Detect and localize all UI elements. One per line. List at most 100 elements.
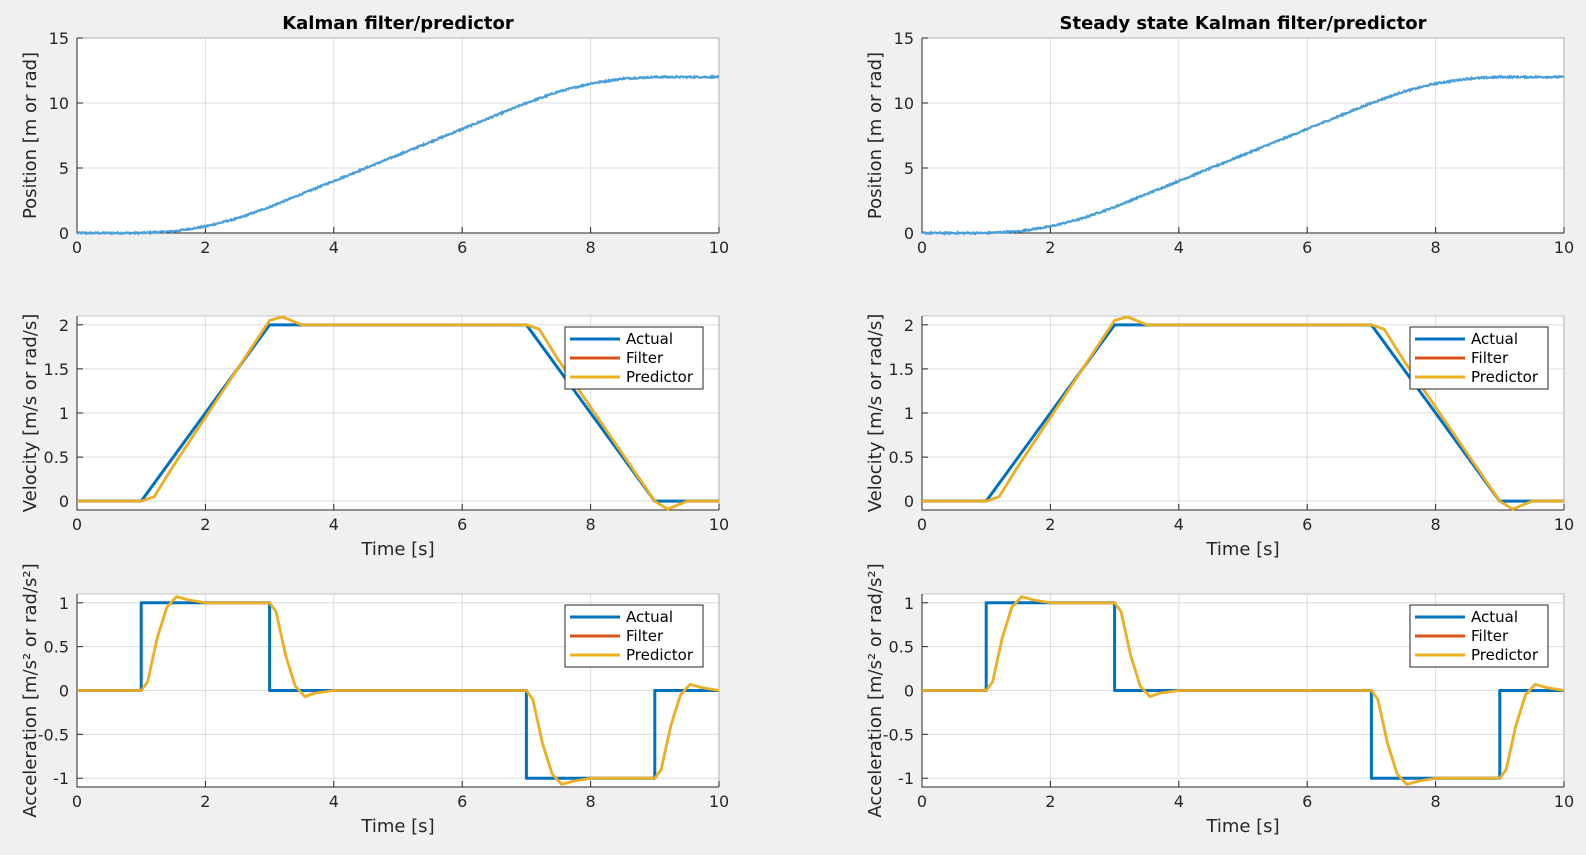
- vel-right-predictor-series: [922, 315, 1564, 511]
- acc-right-x-axis-label: Time [s]: [1205, 816, 1279, 837]
- acc-right-legend-label-predictor: Predictor: [1471, 646, 1539, 664]
- pos-right-axes-box: [922, 37, 1565, 233]
- pos-left-y-tick-label: 0: [59, 224, 69, 243]
- acc-left-x-tick-label: 2: [200, 792, 210, 811]
- pos-left-x-tick-label: 8: [586, 238, 596, 257]
- acc-left-legend-label-predictor: Predictor: [626, 646, 694, 664]
- pos-left-x-tick-label: 10: [709, 238, 729, 257]
- acc-right-x-tick-label: 2: [1045, 792, 1055, 811]
- pos-right-axes: 0 2 4 6 8 10 0 5 10 15 Steady state Kalman filter/…: [865, 13, 1574, 257]
- acc-left-x-axis-label: Time [s]: [360, 816, 434, 837]
- pos-left-plot-area: [77, 38, 719, 233]
- acc-right-y-tick-label: 0.5: [889, 638, 914, 657]
- acc-left-legend-label-actual: Actual: [626, 608, 673, 626]
- vel-left-legend-label-actual: Actual: [626, 330, 673, 348]
- acc-right-y-tick-label: -1: [898, 769, 914, 788]
- acc-right-x-tick-label: 8: [1431, 792, 1441, 811]
- acc-left-predictor-series: [77, 595, 719, 786]
- vel-left-axis-lines: [76, 316, 719, 511]
- vel-right-x-tick-label: 6: [1302, 515, 1312, 534]
- pos-right-x-tick-label: 0: [917, 238, 927, 257]
- pos-right-x-tick-label: 10: [1554, 238, 1574, 257]
- vel-left-y-tick-label: 2: [59, 316, 69, 335]
- acc-left-x-tick-label: 6: [457, 792, 467, 811]
- vel-left-y-tick-label: 0: [59, 492, 69, 511]
- acc-right-predictor-series: [922, 595, 1564, 786]
- acc-left-axes-box: [77, 593, 720, 787]
- pos-left-x-tick-label: 4: [329, 238, 339, 257]
- pos-right-title: Steady state Kalman filter/predictor: [1060, 13, 1427, 34]
- pos-right-y-tick-label: 15: [894, 29, 914, 48]
- acc-left-series-group: [77, 595, 719, 786]
- vel-right-y-tick-label: 1.5: [889, 360, 914, 379]
- vel-left-axes-box: [77, 315, 720, 510]
- acc-left-x-tick-label: 4: [329, 792, 339, 811]
- acc-right-x-tick-label: 6: [1302, 792, 1312, 811]
- vel-right-series-group: [922, 315, 1564, 511]
- acc-left-x-tick-label: 10: [709, 792, 729, 811]
- vel-left-x-tick-label: 4: [329, 515, 339, 534]
- vel-right-x-tick-label: 2: [1045, 515, 1055, 534]
- acc-right-axes-box: [922, 593, 1565, 787]
- vel-left-y-tick-label: 1: [59, 404, 69, 423]
- acc-right-x-tick-label: 0: [917, 792, 927, 811]
- vel-right-x-axis-label: Time [s]: [1205, 539, 1279, 560]
- pos-left-y-axis-label: Position [m or rad]: [20, 52, 41, 219]
- acc-left-y-tick-label: 0.5: [44, 638, 69, 657]
- pos-left-y-tick-label: 15: [49, 29, 69, 48]
- vel-right-x-tick-label: 8: [1431, 515, 1441, 534]
- pos-left-position-series: [77, 74, 719, 236]
- vel-left-legend-label-filter: Filter: [626, 349, 664, 367]
- vel-left-y-tick-label: 1.5: [44, 360, 69, 379]
- vel-left-x-tick-label: 6: [457, 515, 467, 534]
- acc-left-x-tick-label: 8: [586, 792, 596, 811]
- pos-right-y-axis-label: Position [m or rad]: [865, 52, 886, 219]
- vel-right-axis-lines: [921, 316, 1564, 511]
- acc-right-y-axis-label: Acceleration [m/s² or rad/s²]: [865, 563, 886, 817]
- acc-right-legend-label-actual: Actual: [1471, 608, 1518, 626]
- acc-right-legend-label-filter: Filter: [1471, 627, 1509, 645]
- pos-right-series-group: [922, 74, 1564, 236]
- vel-right-y-tick-label: 0.5: [889, 448, 914, 467]
- vel-right-axes-box: [922, 315, 1565, 510]
- pos-left-title: Kalman filter/predictor: [282, 13, 514, 34]
- acc-left-y-tick-label: -0.5: [38, 725, 69, 744]
- acc-right-y-tick-label: -0.5: [883, 725, 914, 744]
- pos-right-plot-area: [922, 38, 1564, 233]
- vel-left-x-tick-label: 8: [586, 515, 596, 534]
- pos-right-x-tick-label: 4: [1174, 238, 1184, 257]
- vel-left-x-tick-label: 0: [72, 515, 82, 534]
- acc-left-axis-lines: [76, 594, 719, 788]
- acc-left-x-tick-label: 0: [72, 792, 82, 811]
- pos-right-y-tick-label: 0: [904, 224, 914, 243]
- vel-right-x-tick-label: 4: [1174, 515, 1184, 534]
- acc-left-y-axis-label: Acceleration [m/s² or rad/s²]: [20, 563, 41, 817]
- vel-right-y-axis-label: Velocity [m/s or rad/s]: [865, 314, 886, 513]
- pos-right-y-tick-label: 10: [894, 94, 914, 113]
- pos-right-x-tick-label: 6: [1302, 238, 1312, 257]
- vel-right-x-tick-label: 10: [1554, 515, 1574, 534]
- acc-left-y-tick-label: -1: [53, 769, 69, 788]
- acc-right-y-tick-label: 1: [904, 594, 914, 613]
- acc-right-series-group: [922, 595, 1564, 786]
- vel-right-y-tick-label: 1: [904, 404, 914, 423]
- pos-left-axes-box: [77, 37, 720, 233]
- vel-left-x-tick-label: 10: [709, 515, 729, 534]
- pos-left-x-tick-label: 2: [200, 238, 210, 257]
- acc-right-y-tick-label: 0: [904, 682, 914, 701]
- vel-right-legend-label-filter: Filter: [1471, 349, 1509, 367]
- pos-right-x-tick-label: 2: [1045, 238, 1055, 257]
- acc-left-legend-label-filter: Filter: [626, 627, 664, 645]
- vel-right-x-tick-label: 0: [917, 515, 927, 534]
- vel-right-legend-label-predictor: Predictor: [1471, 368, 1539, 386]
- pos-left-x-tick-label: 6: [457, 238, 467, 257]
- pos-left-y-tick-label: 10: [49, 94, 69, 113]
